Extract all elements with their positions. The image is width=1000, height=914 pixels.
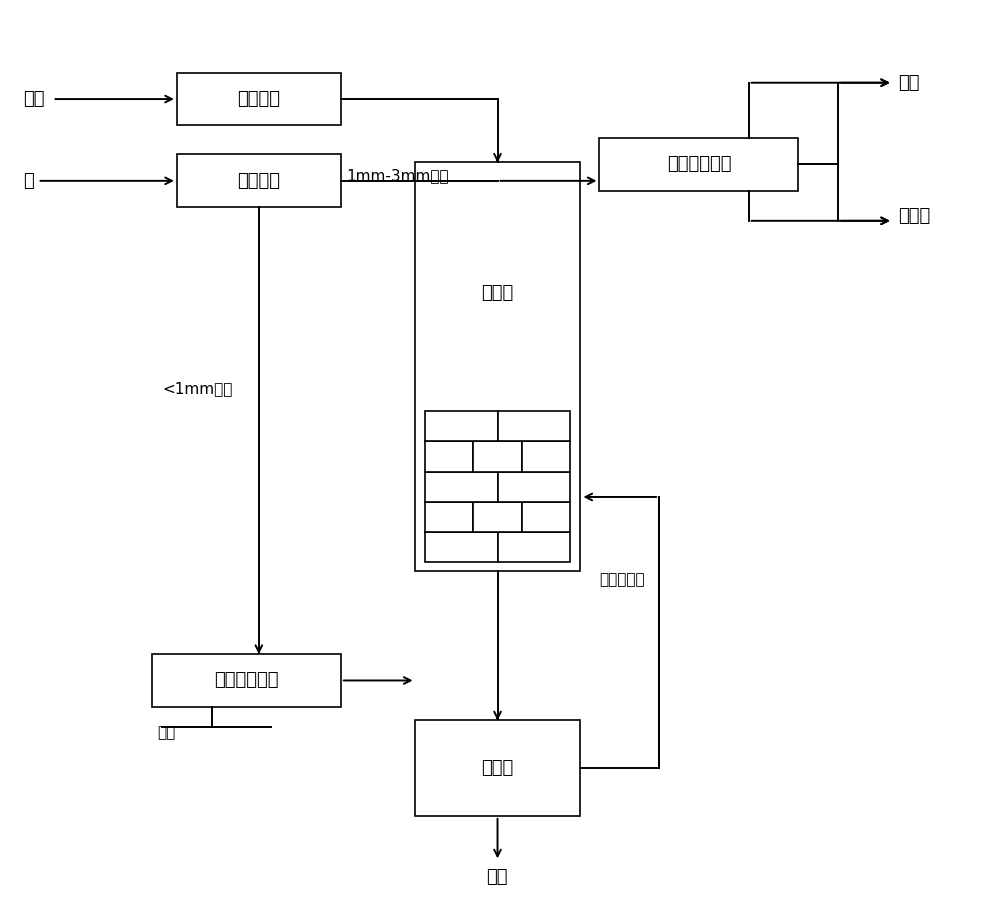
Bar (473, 502, 522, 532)
Text: 氧气: 氧气 (157, 725, 175, 739)
Bar (425, 441, 473, 472)
Bar (522, 441, 570, 472)
Bar (473, 441, 522, 472)
Text: 石灰破碎: 石灰破碎 (237, 90, 280, 108)
Text: 1mm-3mm粒径: 1mm-3mm粒径 (346, 168, 448, 183)
Bar (415, 720, 580, 816)
Text: 煤: 煤 (23, 172, 33, 190)
Text: 焦油: 焦油 (898, 74, 919, 91)
Text: 原煤超细制备: 原煤超细制备 (214, 672, 279, 689)
Bar (177, 73, 341, 125)
Bar (152, 654, 341, 707)
Text: 石灰: 石灰 (23, 90, 44, 108)
Bar (415, 162, 580, 570)
Text: 热解气: 热解气 (898, 207, 930, 225)
Bar (599, 138, 798, 191)
Text: <1mm粒径: <1mm粒径 (162, 381, 232, 397)
Bar (522, 502, 570, 532)
Text: 电石: 电石 (486, 867, 508, 886)
Bar (177, 154, 341, 207)
Bar (498, 411, 570, 441)
Text: 电石炉: 电石炉 (481, 760, 514, 777)
Bar (425, 532, 498, 562)
Bar (425, 411, 498, 441)
Bar (498, 532, 570, 562)
Text: 原煤破碎: 原煤破碎 (237, 172, 280, 190)
Text: 油气冷却分离: 油气冷却分离 (667, 155, 731, 174)
Bar (425, 502, 473, 532)
Text: 热解炉: 热解炉 (481, 283, 514, 302)
Text: 电石炉尾气: 电石炉尾气 (599, 572, 645, 587)
Bar (498, 472, 570, 502)
Bar (425, 472, 498, 502)
